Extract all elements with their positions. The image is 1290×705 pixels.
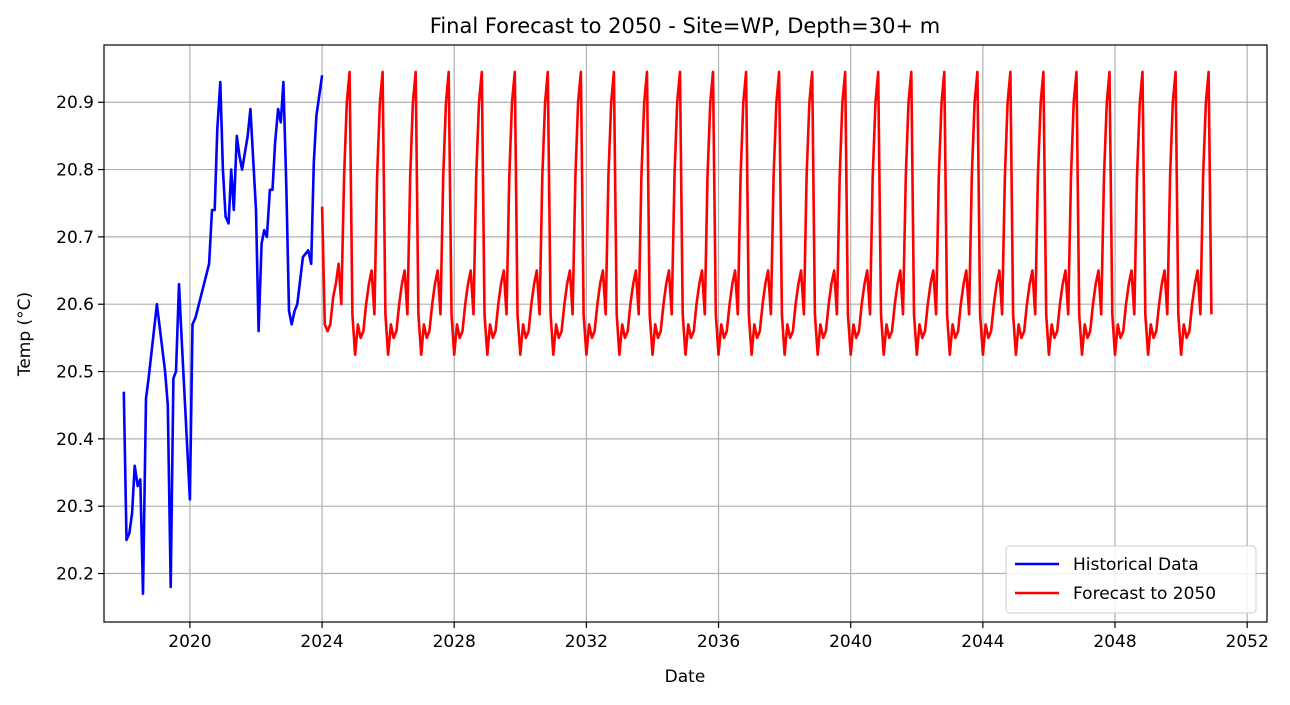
y-axis: 20.2 20.3 20.4 20.5 20.6 20.7 20.8 20.9 — [56, 93, 104, 585]
x-tick-label: 2044 — [961, 632, 1004, 652]
y-tick-label: 20.2 — [56, 565, 94, 585]
y-tick-label: 20.8 — [56, 161, 94, 181]
x-axis-label: Date — [665, 667, 706, 687]
chart-title: Final Forecast to 2050 - Site=WP, Depth=… — [430, 14, 940, 38]
legend-label-forecast: Forecast to 2050 — [1073, 584, 1216, 604]
y-tick-label: 20.3 — [56, 497, 94, 517]
y-axis-label: Temp (°C) — [15, 292, 35, 377]
y-tick-label: 20.7 — [56, 228, 94, 248]
series-layer — [122, 70, 1213, 596]
y-tick-label: 20.9 — [56, 93, 94, 113]
x-tick-label: 2032 — [565, 632, 608, 652]
legend-box — [1005, 545, 1257, 614]
x-tick-label: 2020 — [168, 632, 211, 652]
x-tick-label: 2052 — [1226, 632, 1269, 652]
x-tick-label: 2024 — [300, 632, 343, 652]
series-line-historical — [122, 75, 324, 596]
y-tick-label: 20.4 — [56, 430, 94, 450]
legend-label-historical: Historical Data — [1073, 555, 1199, 575]
x-tick-label: 2048 — [1093, 632, 1136, 652]
y-tick-label: 20.5 — [56, 363, 94, 383]
plot-frame — [103, 44, 1268, 623]
y-tick-label: 20.6 — [56, 295, 94, 315]
legend: Historical Data Forecast to 2050 — [1005, 545, 1257, 614]
x-tick-label: 2028 — [433, 632, 476, 652]
series-line-forecast — [320, 70, 1213, 357]
x-axis: 2020 2024 2028 2032 2036 2040 2044 2048 2052 — [168, 622, 1269, 652]
x-tick-label: 2036 — [697, 632, 740, 652]
x-tick-label: 2040 — [829, 632, 872, 652]
